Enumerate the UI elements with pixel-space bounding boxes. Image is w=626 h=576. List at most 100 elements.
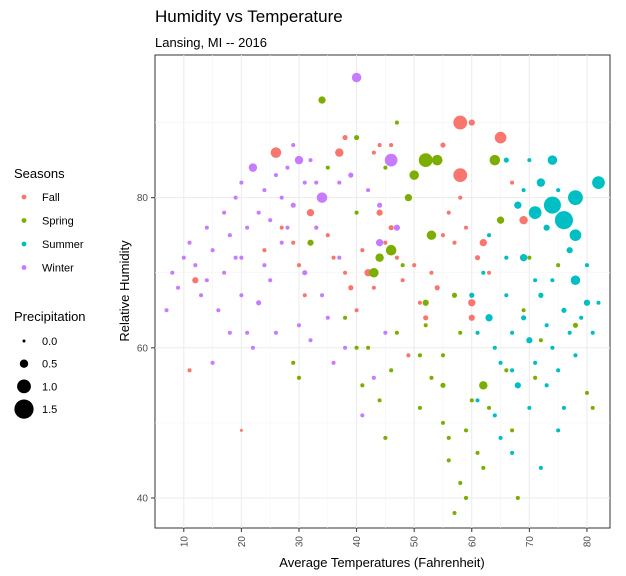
data-point-spring [417, 405, 422, 410]
data-point-fall [458, 195, 463, 200]
data-point-spring [440, 353, 446, 358]
data-point-spring [409, 170, 419, 180]
data-point-spring [515, 495, 520, 501]
data-point-fall [331, 255, 336, 260]
data-point-spring [463, 495, 469, 501]
data-point-fall [348, 285, 354, 291]
data-point-summer [510, 450, 515, 455]
data-point-winter [199, 293, 204, 298]
data-point-winter [227, 233, 232, 238]
data-point-spring [426, 230, 437, 240]
chart-title: Humidity vs Temperature [155, 7, 343, 26]
data-point-fall [440, 142, 446, 148]
data-point-summer [570, 275, 581, 285]
data-point-fall [453, 168, 468, 183]
data-point-spring [400, 263, 405, 268]
data-point-winter [308, 338, 313, 343]
data-point-winter [204, 278, 209, 283]
data-point-winter [337, 180, 342, 185]
data-point-spring [452, 510, 457, 516]
data-point-spring [291, 360, 296, 365]
data-point-summer [554, 211, 573, 230]
data-point-winter [319, 293, 325, 298]
data-point-winter [239, 180, 244, 185]
size-legend-key [22, 339, 26, 343]
data-point-spring [510, 428, 515, 433]
data-point-winter [181, 255, 186, 260]
size-legend-items: 0.0 0.5 1.0 1.5 [14, 336, 57, 419]
data-point-fall [434, 285, 440, 291]
data-point-winter [294, 155, 304, 165]
data-point-winter [273, 330, 278, 335]
legend: Seasons Fall Spring Summer Winter Precipita… [14, 166, 86, 419]
data-point-summer [485, 314, 493, 322]
data-point-spring [479, 381, 488, 390]
data-point-summer [556, 188, 561, 193]
data-point-winter [308, 158, 313, 163]
data-point-fall [192, 277, 199, 284]
data-point-winter [302, 270, 308, 276]
data-point-winter [279, 195, 284, 200]
data-point-summer [590, 330, 595, 335]
data-point-summer [533, 278, 538, 283]
data-point-winter [204, 225, 209, 230]
data-point-fall [383, 240, 388, 245]
data-point-winter [245, 330, 250, 335]
data-point-spring [360, 383, 365, 388]
data-point-fall [400, 278, 405, 283]
x-axis-title: Average Temperatures (Fahrenheit) [279, 555, 484, 570]
data-point-winter [273, 173, 278, 178]
data-point-summer [487, 233, 492, 238]
size-legend-key [19, 359, 29, 368]
data-point-summer [556, 428, 561, 433]
data-point-summer [596, 300, 601, 305]
data-point-winter [239, 293, 244, 298]
data-point-winter [377, 202, 383, 208]
data-point-fall [239, 428, 243, 432]
data-point-summer [526, 337, 533, 344]
legend-label-fall: Fall [42, 192, 60, 204]
data-point-winter [314, 180, 319, 185]
data-point-fall [394, 255, 399, 260]
data-point-spring [538, 338, 543, 343]
data-point-summer [521, 315, 527, 321]
data-point-summer [544, 383, 549, 388]
data-point-fall [423, 315, 429, 321]
legend-key-spring [21, 218, 27, 223]
data-point-spring [527, 255, 532, 260]
data-point-winter [222, 270, 227, 275]
data-point-fall [468, 299, 476, 307]
data-point-winter [256, 210, 261, 215]
data-point-summer [569, 229, 582, 242]
data-point-spring [572, 322, 579, 328]
size-legend-key [17, 379, 31, 394]
data-point-winter [250, 345, 255, 350]
data-point-winter [383, 330, 388, 335]
data-point-spring [375, 253, 384, 262]
data-point-summer [521, 188, 526, 193]
data-point-spring [590, 405, 595, 410]
data-point-fall [474, 255, 481, 261]
data-point-winter [262, 188, 267, 193]
legend-key-summer [21, 241, 27, 247]
data-point-summer [573, 353, 578, 358]
data-point-winter [210, 248, 215, 253]
data-point-spring [451, 292, 458, 298]
data-point-winter [348, 172, 354, 178]
data-point-summer [536, 178, 546, 187]
data-point-spring [533, 375, 538, 380]
data-point-spring [440, 420, 446, 425]
plot-panel [154, 54, 611, 529]
data-point-fall [371, 285, 376, 290]
data-point-winter [216, 308, 221, 313]
data-point-fall [479, 239, 487, 247]
data-point-summer [514, 382, 521, 389]
data-point-spring [404, 193, 413, 202]
data-point-winter [210, 360, 215, 365]
legend-label-spring: Spring [42, 216, 74, 228]
data-point-summer [469, 292, 475, 298]
data-point-spring [366, 345, 371, 350]
data-point-spring [423, 323, 428, 328]
size-legend-label: 0.0 [42, 336, 57, 348]
x-tick-label: 80 [582, 536, 593, 548]
